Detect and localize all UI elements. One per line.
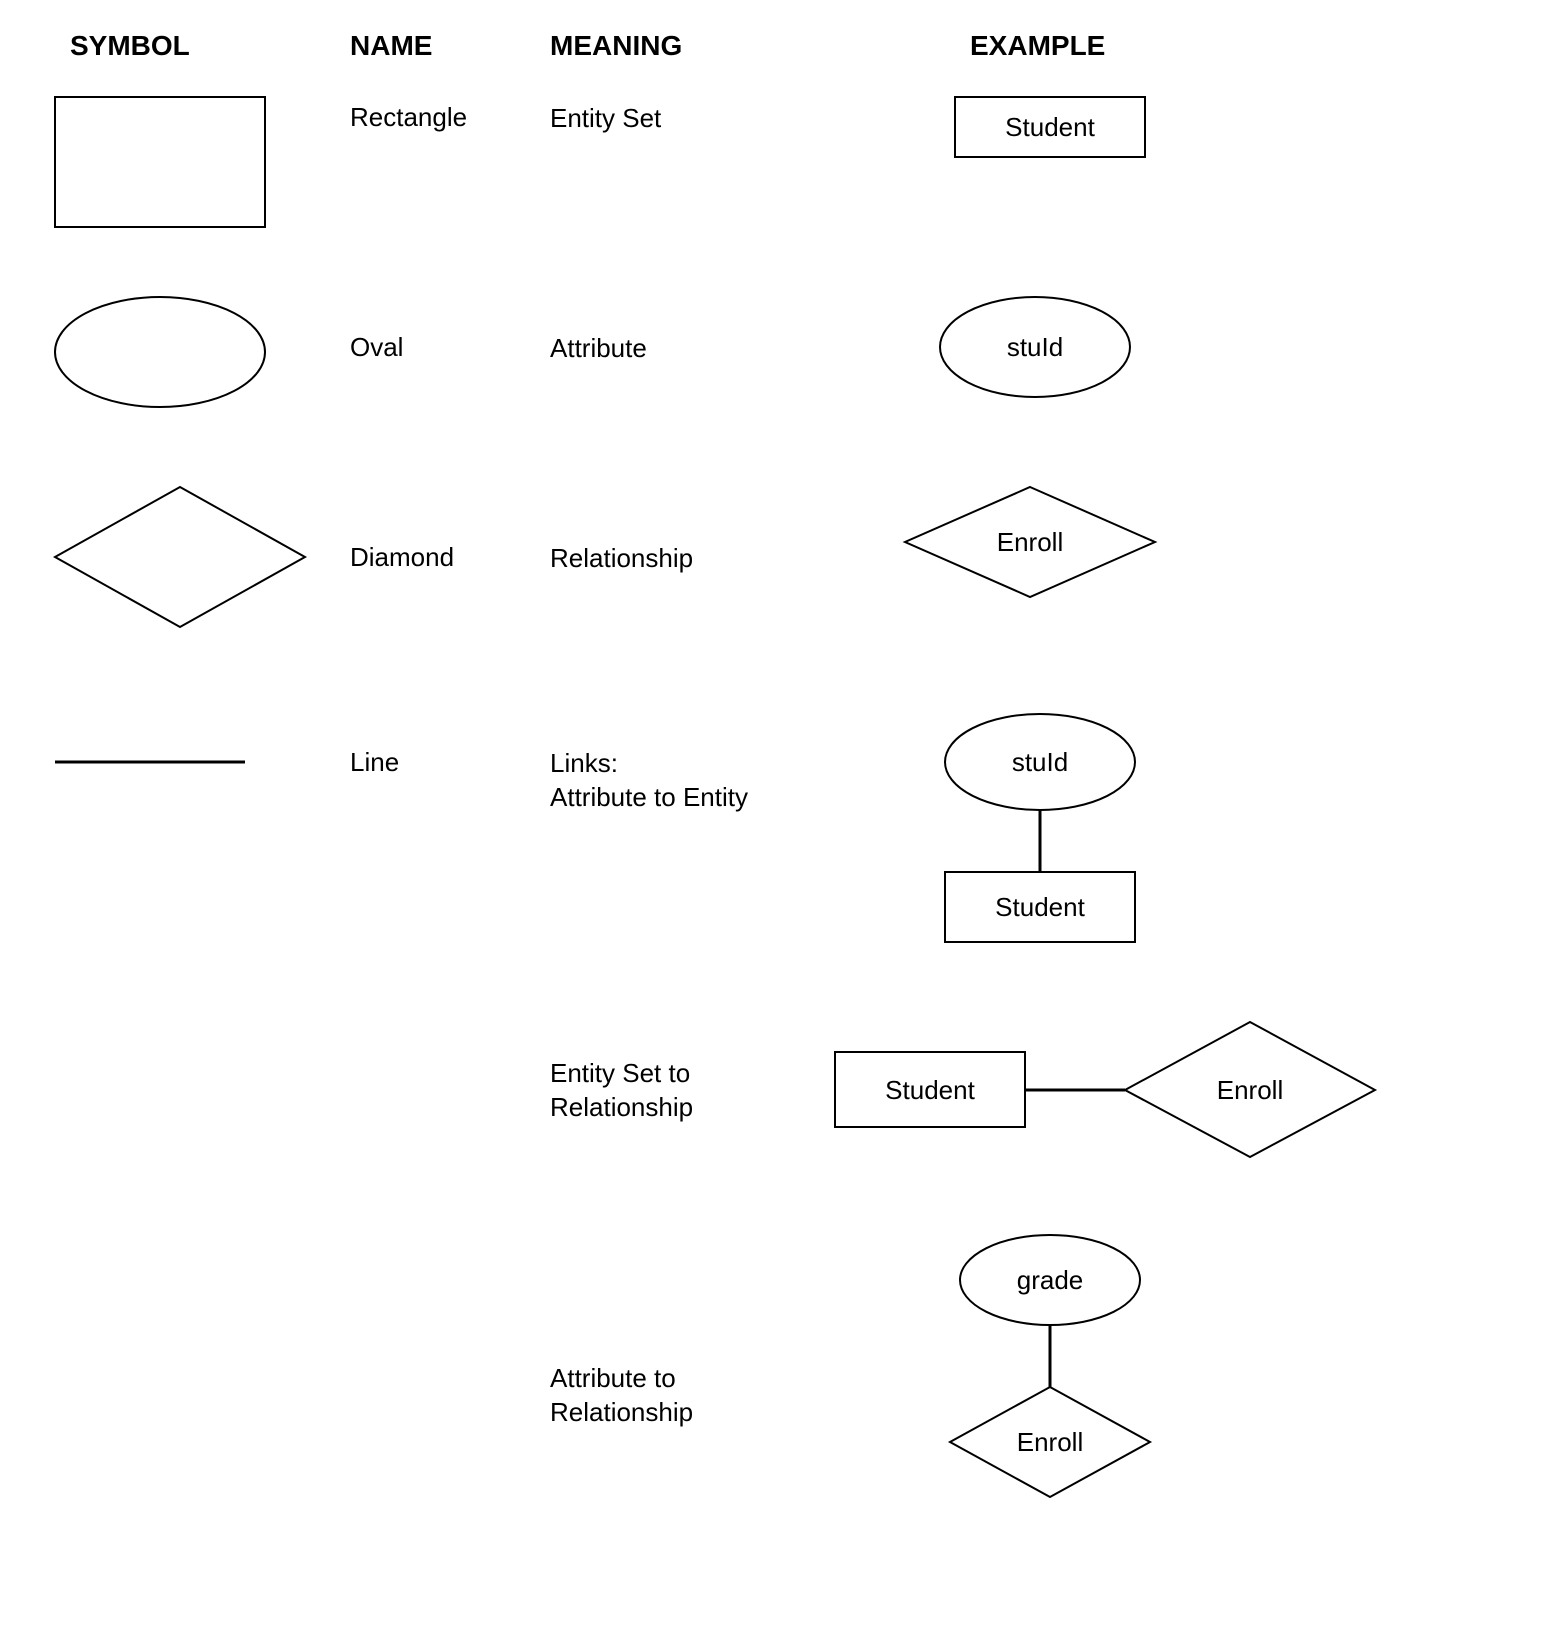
example-attr-relationship-svg: grade Enroll — [920, 1232, 1190, 1512]
example-oval-svg: stuId — [930, 292, 1150, 412]
oval-icon — [50, 292, 280, 422]
row-oval: Oval Attribute stuId — [40, 292, 1507, 482]
header-name: NAME — [350, 30, 550, 62]
row-entity-relationship: Entity Set to Relationship Student Enrol… — [40, 1012, 1507, 1232]
example-attr-entity: stuId Student — [830, 712, 1507, 962]
row-attr-relationship: Attribute to Relationship grade Enroll — [40, 1232, 1507, 1532]
example-diamond-label: Enroll — [997, 527, 1063, 557]
header-symbol: SYMBOL — [70, 30, 350, 62]
example-ar-bottom: Enroll — [1017, 1427, 1083, 1457]
header-row: SYMBOL NAME MEANING EXAMPLE — [40, 30, 1507, 62]
rectangle-icon — [50, 92, 280, 242]
name-line: Line — [350, 712, 550, 778]
example-attr-entity-bottom: Student — [995, 892, 1085, 922]
example-entity-relationship: Student Enroll — [830, 1012, 1507, 1172]
name-empty-2 — [350, 1232, 550, 1242]
name-rectangle: Rectangle — [350, 92, 550, 133]
diamond-icon — [50, 482, 320, 642]
example-attr-relationship: grade Enroll — [830, 1232, 1507, 1512]
meaning-attr-relationship: Attribute to Relationship — [550, 1232, 830, 1430]
header-example: EXAMPLE — [840, 30, 1507, 62]
line-icon — [50, 752, 260, 772]
example-rectangle-svg: Student — [950, 92, 1160, 162]
example-entity-relationship-svg: Student Enroll — [830, 1012, 1390, 1172]
name-empty-1 — [350, 1012, 550, 1022]
row-rectangle: Rectangle Entity Set Student — [40, 92, 1507, 292]
meaning-entity-set: Entity Set — [550, 92, 830, 136]
example-er-right: Enroll — [1217, 1075, 1283, 1105]
name-oval: Oval — [350, 292, 550, 363]
meaning-attribute: Attribute — [550, 292, 830, 366]
example-attr-entity-top: stuId — [1012, 747, 1068, 777]
example-rectangle-label: Student — [1005, 112, 1095, 142]
example-diamond: Enroll — [830, 482, 1507, 612]
example-diamond-svg: Enroll — [900, 482, 1170, 612]
meaning-links: Links: Attribute to Entity — [550, 712, 830, 815]
symbol-rectangle — [40, 92, 350, 242]
row-diamond: Diamond Relationship Enroll — [40, 482, 1507, 712]
symbol-line — [40, 712, 350, 772]
header-meaning: MEANING — [550, 30, 840, 62]
example-oval: stuId — [830, 292, 1507, 412]
meaning-relationship: Relationship — [550, 482, 830, 576]
symbol-diamond — [40, 482, 350, 642]
meaning-entity-relationship: Entity Set to Relationship — [550, 1012, 830, 1125]
example-oval-label: stuId — [1007, 332, 1063, 362]
example-ar-top: grade — [1017, 1265, 1084, 1295]
row-line: Line Links: Attribute to Entity stuId St… — [40, 712, 1507, 1012]
symbol-oval — [40, 292, 350, 422]
name-diamond: Diamond — [350, 482, 550, 573]
example-rectangle: Student — [830, 92, 1507, 162]
example-attr-entity-svg: stuId Student — [930, 712, 1160, 962]
example-er-left: Student — [885, 1075, 975, 1105]
